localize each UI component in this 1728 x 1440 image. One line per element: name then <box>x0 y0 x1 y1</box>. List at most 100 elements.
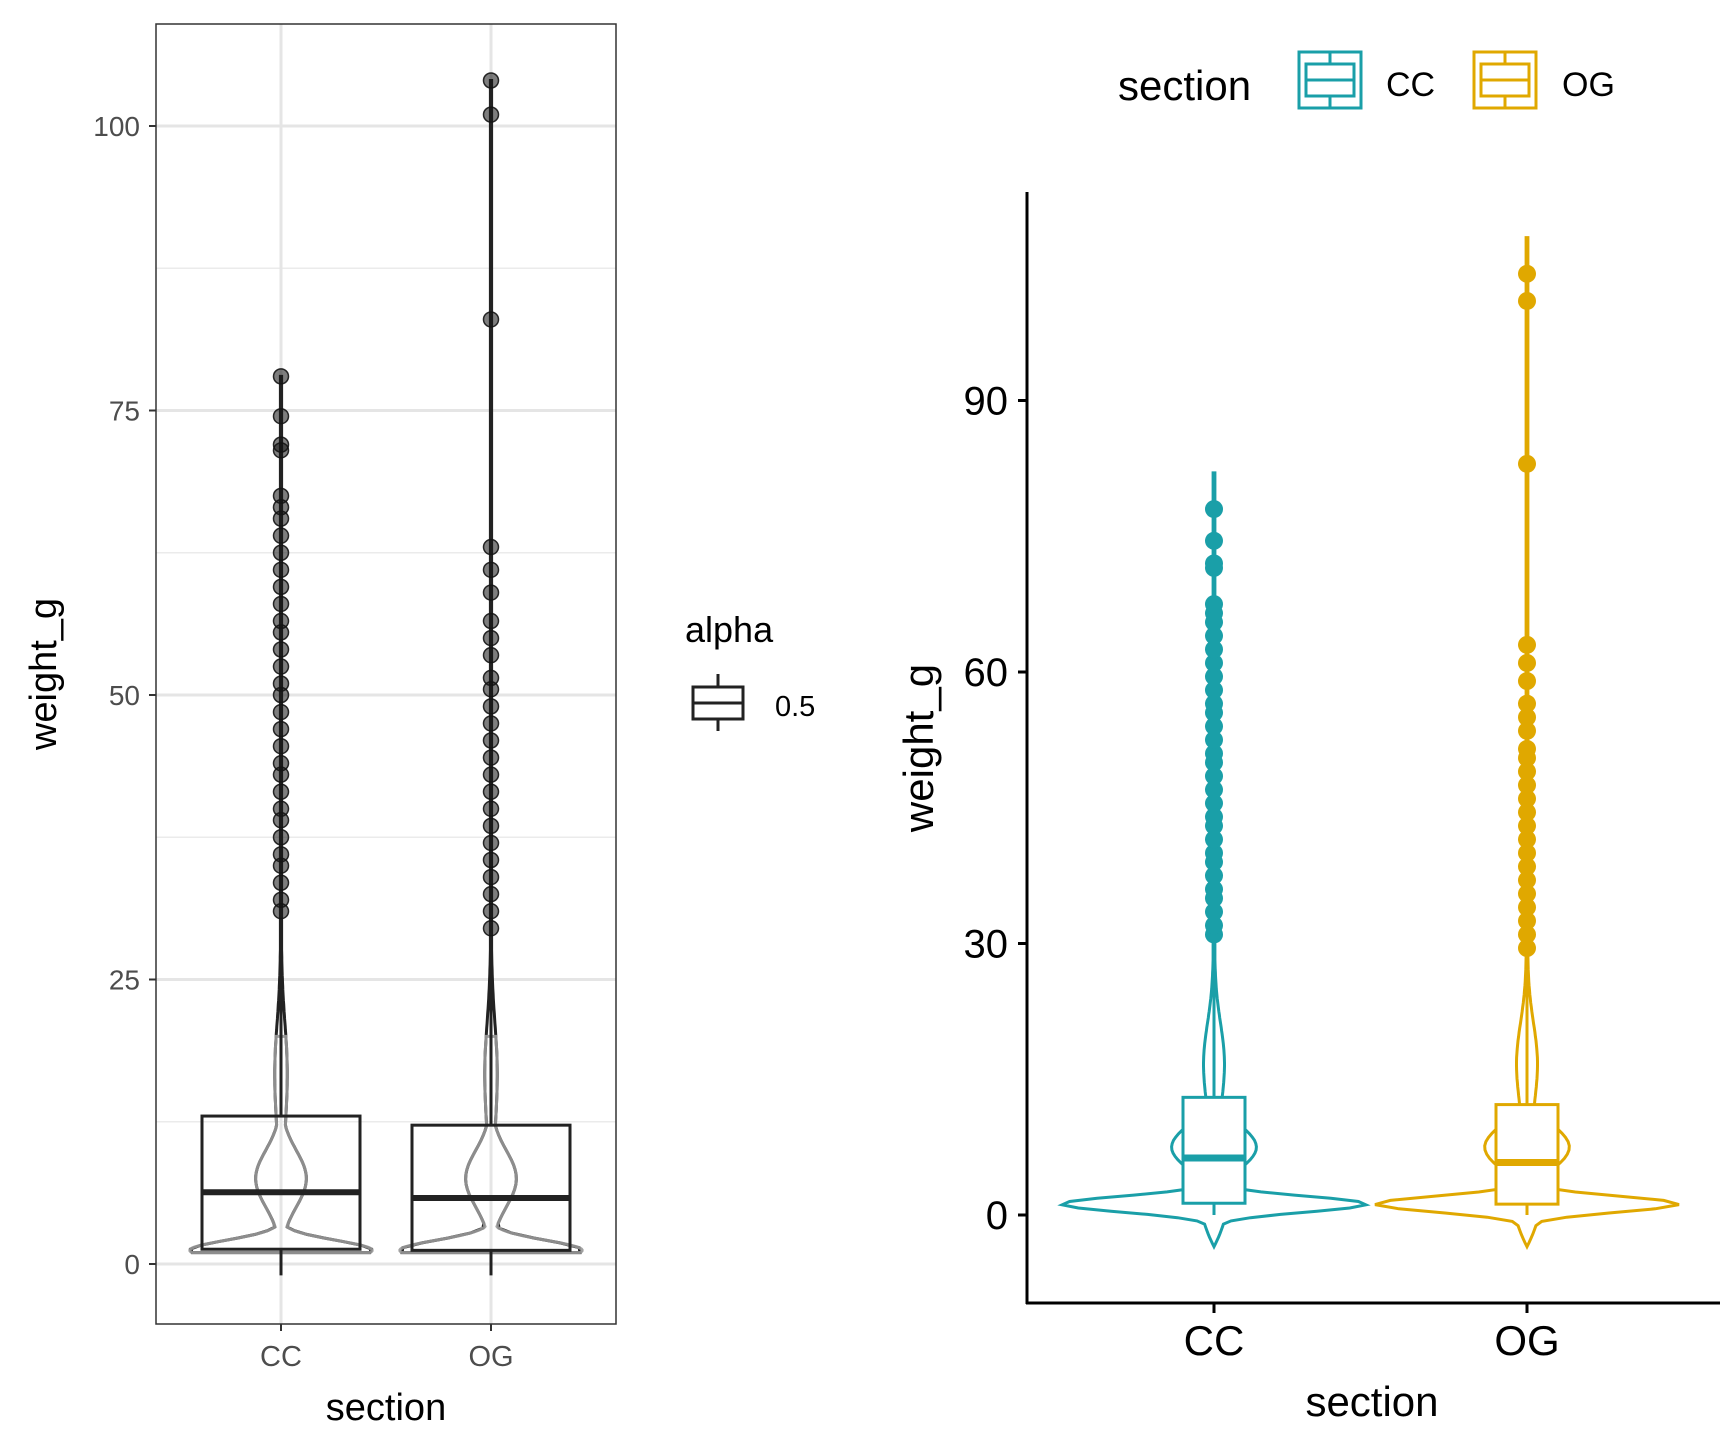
left-outlier-point <box>482 732 500 749</box>
right-outlier-point <box>1518 857 1536 876</box>
left-outlier-point <box>272 487 290 505</box>
left-outlier-point <box>272 544 290 561</box>
left-outlier-point <box>482 698 500 715</box>
left-x-axis: CC OG <box>260 1324 514 1373</box>
right-outlier-point <box>1205 667 1223 686</box>
left-outlier-point <box>272 720 290 738</box>
right-x-tick-label: OG <box>1494 1317 1559 1364</box>
right-outlier-point <box>1205 717 1223 736</box>
right-outlier-point <box>1205 554 1223 573</box>
left-legend-title: alpha <box>685 609 774 650</box>
right-outlier-point <box>1205 531 1223 550</box>
right-x-tick-label: CC <box>1184 1317 1245 1364</box>
right-outlier-point <box>1518 911 1536 930</box>
right-outlier-point <box>1205 807 1223 826</box>
right-outlier-point <box>1205 767 1223 786</box>
right-outlier-point <box>1518 739 1536 758</box>
right-legend-key-og <box>1472 50 1538 110</box>
right-outlier-point <box>1205 681 1223 700</box>
right-violin <box>1057 471 1371 1251</box>
left-outlier-point <box>482 646 500 664</box>
right-outlier-point <box>1205 866 1223 885</box>
right-outlier-point <box>1205 844 1223 862</box>
right-outlier-point <box>1205 744 1223 763</box>
left-outlier-point <box>482 584 500 601</box>
right-outlier-point <box>1205 780 1223 799</box>
left-box <box>410 1123 572 1252</box>
left-y-tick-label: 75 <box>109 396 140 427</box>
right-outlier-point <box>1518 264 1536 283</box>
left-outlier-point <box>272 783 290 800</box>
left-panel-background <box>156 24 616 1324</box>
right-outlier-point <box>1518 762 1536 781</box>
left-outlier-point <box>482 783 500 800</box>
right-outlier-point <box>1518 844 1536 862</box>
left-y-tick-label: 100 <box>93 111 140 142</box>
left-outlier-point <box>482 311 500 328</box>
right-outlier-point <box>1205 500 1223 519</box>
left-outlier-point <box>272 874 290 892</box>
left-outlier-point <box>272 800 290 818</box>
right-outlier-point <box>1518 708 1536 727</box>
left-outlier-point <box>272 436 290 453</box>
left-outlier-point <box>482 920 500 937</box>
right-y-tick-label: 0 <box>986 1194 1008 1238</box>
left-outlier-point <box>272 737 290 755</box>
left-y-axis: 0 25 50 75 100 <box>93 111 156 1280</box>
right-outlier-points <box>1205 264 1536 958</box>
right-x-axis-title: section <box>1305 1378 1438 1425</box>
left-legend-item-label: 0.5 <box>775 691 815 723</box>
right-outlier-point <box>1205 794 1223 813</box>
right-outlier-point <box>1518 925 1536 944</box>
left-outlier-point <box>482 72 500 89</box>
right-outlier-point <box>1205 595 1223 614</box>
left-outlier-point <box>482 800 500 818</box>
right-boxplots <box>1181 273 1560 1215</box>
left-outlier-point <box>272 846 290 863</box>
left-outlier-point <box>482 834 500 852</box>
left-outlier-point <box>272 527 290 544</box>
right-outlier-point <box>1518 291 1536 310</box>
right-outlier-point <box>1518 653 1536 672</box>
right-violins <box>1057 236 1680 1251</box>
right-x-axis: CC OG <box>1184 1303 1560 1364</box>
left-outlier-point <box>482 629 500 647</box>
right-outlier-point <box>1518 898 1536 917</box>
right-outlier-point <box>1205 653 1223 672</box>
left-outlier-point <box>272 675 290 692</box>
left-outlier-point <box>272 658 290 675</box>
left-x-axis-title: section <box>326 1387 446 1429</box>
right-outlier-point <box>1518 672 1536 691</box>
left-outlier-point <box>482 902 500 920</box>
left-outlier-point <box>482 538 500 556</box>
left-outlier-point <box>272 595 290 613</box>
right-outlier-point <box>1518 803 1536 822</box>
left-y-tick-label: 0 <box>124 1249 140 1280</box>
right-box <box>1494 1103 1560 1206</box>
left-outlier-point <box>272 612 290 630</box>
right-y-tick-label: 60 <box>964 651 1009 695</box>
right-chart: 0 30 60 90 CC OG section weight_g <box>895 192 1720 1425</box>
left-outlier-point <box>482 885 500 903</box>
left-outlier-point <box>272 755 290 772</box>
right-outlier-point <box>1518 816 1536 835</box>
right-legend-title: section <box>1118 62 1251 109</box>
left-y-tick-label: 25 <box>109 965 140 996</box>
right-outlier-point <box>1518 694 1536 713</box>
left-x-tick-label: OG <box>468 1341 513 1373</box>
right-outlier-point <box>1205 626 1223 645</box>
left-violin-inner <box>398 1034 584 1255</box>
left-outlier-point <box>482 749 500 766</box>
right-legend: section CC OG <box>1118 50 1615 110</box>
left-outlier-point <box>272 407 290 425</box>
right-outlier-point <box>1518 789 1536 808</box>
right-y-tick-label: 90 <box>964 380 1009 424</box>
right-outlier-point <box>1518 454 1536 473</box>
left-box <box>200 1114 362 1251</box>
left-outlier-point <box>482 106 500 123</box>
left-outlier-point <box>482 851 500 869</box>
left-outlier-point <box>482 669 500 687</box>
right-outlier-point <box>1205 730 1223 749</box>
right-outlier-point <box>1518 721 1536 740</box>
